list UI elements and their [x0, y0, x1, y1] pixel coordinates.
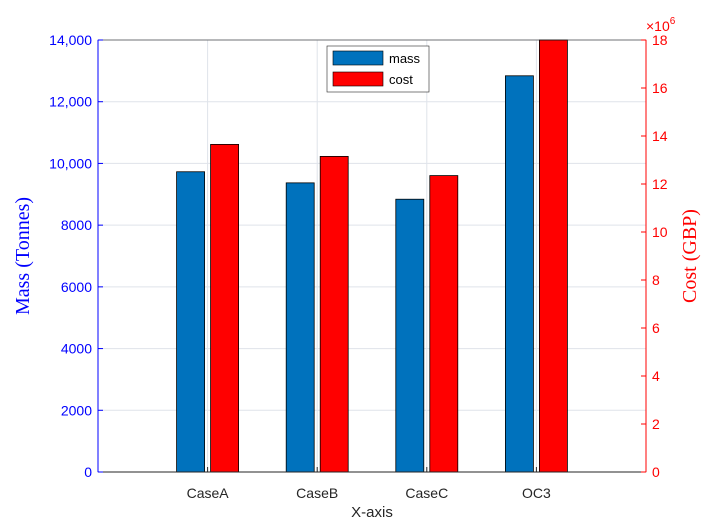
bar-mass-CaseB — [285, 182, 315, 473]
scale-exponent: 6 — [670, 16, 676, 27]
legend: mass cost — [326, 45, 430, 93]
x-tick-label: CaseC — [405, 485, 448, 501]
bars — [176, 39, 568, 473]
left-tick-label: 12,000 — [49, 94, 92, 110]
legend-swatch-cost — [332, 71, 384, 87]
x-tick-label: CaseB — [296, 485, 338, 501]
right-axis-scale-factor: ×106 — [646, 16, 676, 34]
right-tick-label: 16 — [652, 80, 668, 96]
scale-base: ×10 — [646, 18, 670, 34]
right-tick-label: 8 — [652, 272, 660, 288]
left-tick-label: 0 — [84, 464, 92, 480]
axis-ticks: 0 2000 4000 6000 8000 10,000 12,000 14,000 0 2 4 6 8… — [49, 32, 668, 501]
x-tick-label: CaseA — [187, 485, 230, 501]
right-tick-label: 12 — [652, 176, 668, 192]
svg-text:×106: ×106 — [646, 16, 676, 34]
left-tick-label: 6000 — [61, 279, 92, 295]
bar-cost-OC3 — [539, 39, 568, 473]
x-axis-label: X-axis — [351, 504, 393, 521]
right-tick-label: 2 — [652, 416, 660, 432]
left-y-axis-label: Mass (Tonnes) — [12, 197, 34, 315]
bar-cost-CaseA — [210, 143, 240, 473]
legend-label-mass: mass — [389, 51, 421, 66]
left-tick-label: 10,000 — [49, 155, 92, 171]
left-tick-label: 14,000 — [49, 32, 92, 48]
right-y-axis-label: Cost (GBP) — [679, 209, 701, 303]
x-tick-label: OC3 — [522, 485, 551, 501]
bar-mass-CaseC — [395, 198, 425, 473]
right-tick-label: 10 — [652, 224, 668, 240]
legend-label-cost: cost — [389, 72, 413, 87]
bar-cost-CaseC — [429, 175, 459, 473]
left-tick-label: 2000 — [61, 402, 92, 418]
bar-mass-CaseA — [176, 171, 206, 473]
left-tick-label: 8000 — [61, 217, 92, 233]
legend-swatch-mass — [332, 50, 384, 66]
right-tick-label: 6 — [652, 320, 660, 336]
bar-mass-OC3 — [504, 75, 534, 473]
left-tick-label: 4000 — [61, 341, 92, 357]
bar-cost-CaseB — [319, 155, 349, 473]
right-tick-label: 18 — [652, 32, 668, 48]
right-tick-label: 0 — [652, 464, 660, 480]
right-tick-label: 4 — [652, 368, 660, 384]
right-tick-label: 14 — [652, 128, 668, 144]
